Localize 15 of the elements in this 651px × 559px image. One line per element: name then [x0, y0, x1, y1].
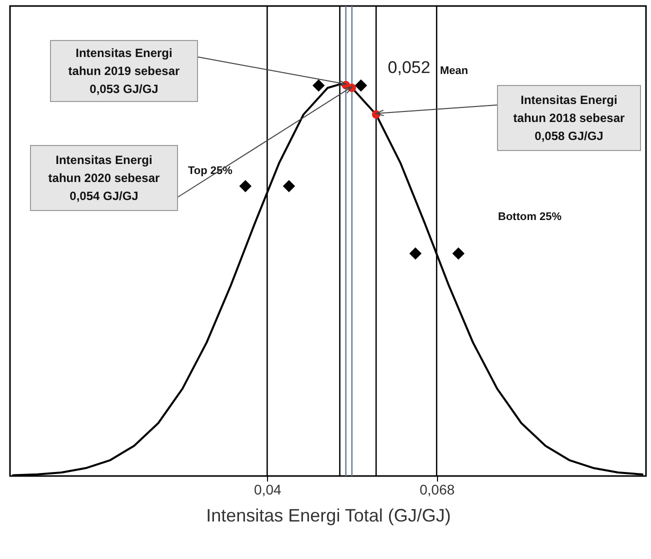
x-axis-title: Intensitas Energi Total (GJ/GJ): [206, 506, 451, 526]
point: [312, 79, 325, 92]
annotation: Intensitas Energi tahun 2020 sebesar 0,054 GJ/GJ: [47, 152, 161, 205]
annotation: Bottom 25%: [498, 210, 562, 225]
annotation: Intensitas Energi tahun 2019 sebesar 0,053 GJ/GJ: [67, 45, 181, 98]
point: [409, 247, 422, 260]
x-tick-label: 0,068: [420, 482, 455, 498]
point: [282, 180, 296, 192]
ref-line-label: 0,052: [388, 58, 430, 77]
point: [239, 180, 252, 192]
point: [452, 247, 465, 260]
point: [354, 79, 368, 92]
x-tick-label: 0,04: [254, 482, 282, 498]
annotation: Intensitas Energi tahun 2018 sebesar 0,058 GJ/GJ: [512, 92, 626, 145]
text: Mean: [440, 64, 468, 79]
